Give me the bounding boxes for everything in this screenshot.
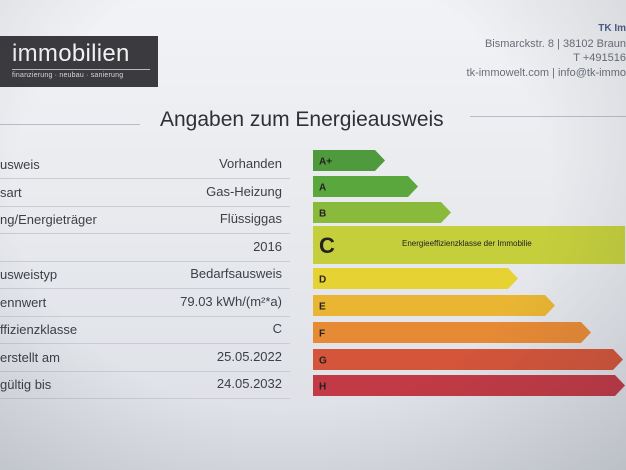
company-name: TK Im <box>598 23 626 34</box>
energy-class-bar-c <box>313 226 625 264</box>
heading-rule-left <box>0 124 140 125</box>
heading-rule-right <box>470 116 626 117</box>
energy-class-label: H <box>319 382 326 393</box>
energy-class-bar-g <box>313 349 623 370</box>
energy-class-label: A+ <box>319 157 332 168</box>
row-value: 24.05.2032 <box>216 376 282 391</box>
table-row: ennwert 79.03 kWh/(m²*a) <box>0 290 290 317</box>
row-label: sart <box>0 184 22 200</box>
table-row: gültig bis 24.05.2032 <box>0 372 290 399</box>
row-label: ffizienzklasse <box>0 322 78 337</box>
table-row: usweistyp Bedarfsausweis <box>0 262 290 289</box>
logo-wordmark: immobilien <box>12 40 130 67</box>
company-phone: T +491516 <box>573 52 626 64</box>
contact-block: TK Im Bismarckstr. 8 | 38102 Braun T +49… <box>467 22 626 80</box>
energy-class-label: A <box>319 183 326 194</box>
row-label: gültig bis <box>0 377 52 392</box>
row-value: Gas-Heizung <box>206 183 282 199</box>
energy-class-bar-f <box>313 322 591 343</box>
energy-class-label: B <box>319 209 326 220</box>
company-logo: immobilien finanzierung · neubau · sanie… <box>0 36 158 87</box>
row-value: 79.03 kWh/(m²*a) <box>180 293 282 309</box>
company-web: tk-immowelt.com | info@tk-immo <box>466 66 626 79</box>
row-value: Vorhanden <box>219 156 282 171</box>
energy-class-label: E <box>319 302 326 313</box>
row-value: 25.05.2022 <box>216 348 282 364</box>
energy-class-label: D <box>319 275 326 286</box>
energy-class-bar-aplus <box>313 150 385 171</box>
row-label: usweis <box>0 157 40 172</box>
row-value: Bedarfsausweis <box>190 266 282 281</box>
row-value: 2016 <box>253 238 282 254</box>
company-address: Bismarckstr. 8 | 38102 Braun <box>484 37 626 50</box>
energy-class-label: F <box>319 329 325 340</box>
energy-class-bar-d <box>313 268 518 289</box>
table-row: sart Gas-Heizung <box>0 180 290 207</box>
table-row: erstellt am 25.05.2022 <box>0 345 290 372</box>
row-value: C <box>272 321 282 336</box>
row-value: Flüssiggas <box>219 211 282 226</box>
energy-class-label: G <box>319 356 327 367</box>
table-row: 2016 <box>0 235 290 262</box>
row-label: ennwert <box>0 294 47 310</box>
row-label: erstellt am <box>0 349 60 365</box>
logo-divider <box>12 69 150 70</box>
energy-class-bar-a <box>313 176 418 197</box>
energy-class-label: C <box>319 233 335 258</box>
energy-class-bar-e <box>313 295 555 316</box>
row-label: usweistyp <box>0 267 58 282</box>
table-row: usweis Vorhanden <box>0 152 290 179</box>
section-title: Angaben zum Energieausweis <box>160 108 444 131</box>
logo-tagline: finanzierung · neubau · sanierung <box>12 72 124 79</box>
energy-class-bar-h <box>313 375 625 396</box>
table-row: ng/Energieträger Flüssiggas <box>0 207 290 234</box>
energy-class-bar-b <box>313 202 451 223</box>
table-row: ffizienzklasse C <box>0 317 290 344</box>
row-label: ng/Energieträger <box>0 212 97 227</box>
selected-class-caption: Energieeffizienzklasse der Immobilie <box>402 239 532 248</box>
